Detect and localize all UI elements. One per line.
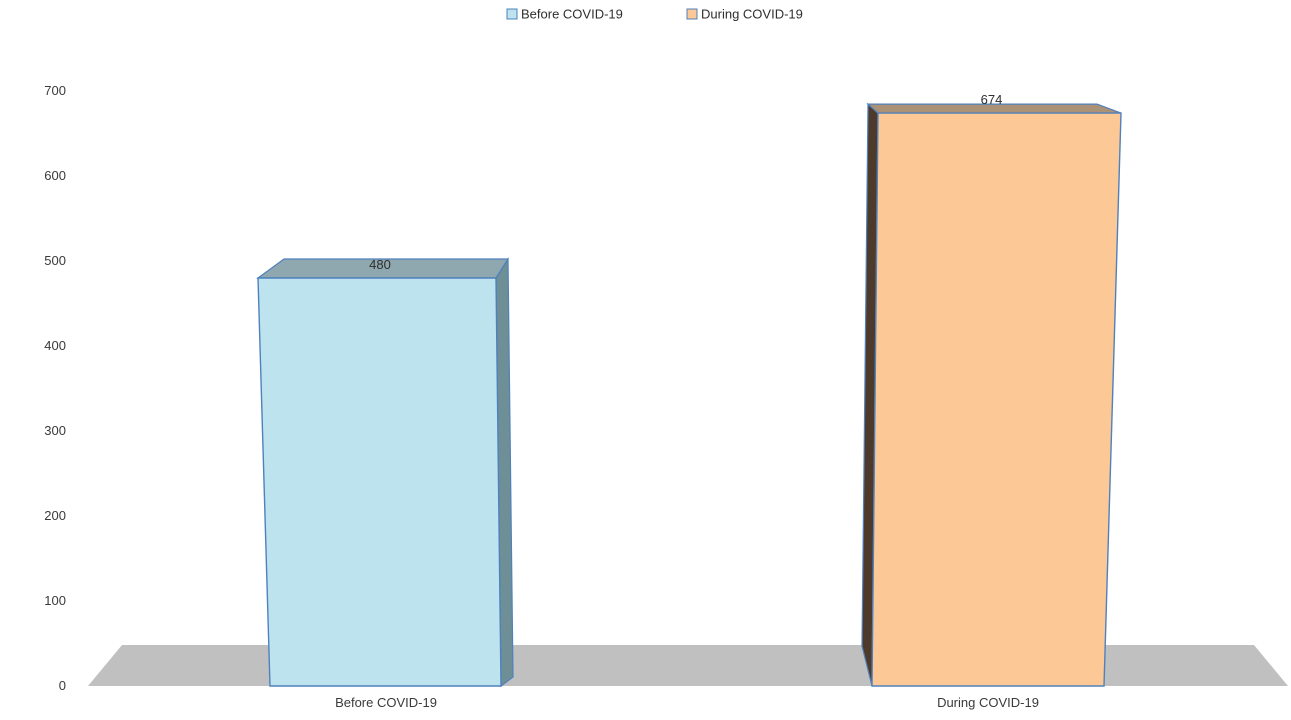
y-tick-label: 100	[44, 593, 66, 608]
y-tick-label: 400	[44, 338, 66, 353]
legend-item: During COVID-19	[686, 7, 803, 22]
data-label: 480	[369, 257, 391, 272]
x-category-label: During COVID-19	[937, 695, 1039, 710]
x-axis: Before COVID-19 During COVID-19	[335, 695, 1039, 710]
bar-before-covid: 480	[256, 256, 514, 688]
y-tick-label: 200	[44, 508, 66, 523]
bar-front-face	[257, 277, 502, 687]
legend-label: Before COVID-19	[521, 7, 623, 22]
data-label: 674	[981, 92, 1003, 107]
y-tick-label: 700	[44, 83, 66, 98]
x-category-label: Before COVID-19	[335, 695, 437, 710]
legend-swatch	[686, 8, 698, 20]
legend-label: During COVID-19	[701, 7, 803, 22]
legend: Before COVID-19 During COVID-19	[506, 7, 803, 22]
y-axis: 0 100 200 300 400 500 600 700	[44, 83, 66, 693]
bar-during-covid: 674	[861, 92, 1122, 687]
bar-front-face	[871, 112, 1122, 687]
y-tick-label: 300	[44, 423, 66, 438]
y-tick-label: 600	[44, 168, 66, 183]
y-tick-label: 0	[59, 678, 66, 693]
legend-item: Before COVID-19	[506, 7, 623, 22]
chart-floor	[88, 645, 1288, 686]
bars: 480 674	[256, 92, 1122, 688]
chart-floor-layer	[88, 645, 1288, 686]
legend-swatch	[506, 8, 518, 20]
y-tick-label: 500	[44, 253, 66, 268]
